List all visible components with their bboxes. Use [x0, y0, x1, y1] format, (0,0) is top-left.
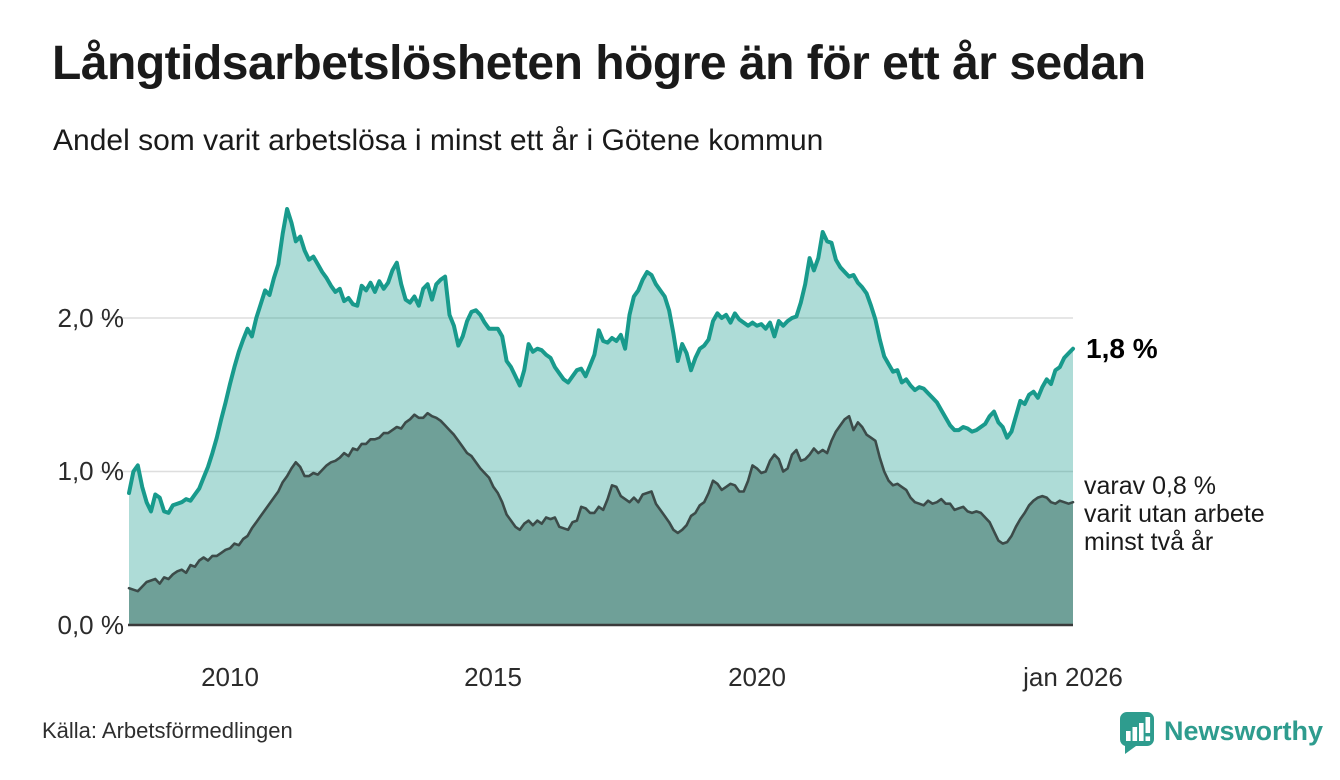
- end-value-label-upper: 1,8 %: [1086, 333, 1158, 364]
- x-axis-tick-2010: 2010: [201, 662, 259, 692]
- area-unemployed-two-years: [129, 413, 1073, 625]
- newsworthy-logo: Newsworthy: [1119, 711, 1323, 755]
- end-value-label-lower-line1: varav 0,8 %: [1084, 472, 1217, 500]
- end-value-label-lower-line2: varit utan arbete: [1084, 500, 1265, 528]
- newsworthy-logo-text: Newsworthy: [1164, 716, 1324, 746]
- line-unemployed-two-years: [127, 411, 1075, 593]
- y-axis-tick-1: 1,0 %: [57, 456, 125, 486]
- source-note: Källa: Arbetsförmedlingen: [42, 718, 293, 743]
- page-title: Långtidsarbetslösheten högre än för ett …: [52, 37, 1146, 90]
- chart-subtitle: Andel som varit arbetslösa i minst ett å…: [53, 124, 824, 157]
- line-unemployed-one-year: [127, 207, 1075, 515]
- x-axis-tick-2015: 2015: [464, 662, 522, 692]
- newsworthy-logo-icon: [1119, 711, 1155, 760]
- x-axis-tick-2020: 2020: [728, 662, 786, 692]
- end-value-label-lower-line3: minst två år: [1084, 528, 1214, 556]
- x-axis-tick-jan-2026: jan 2026: [1023, 662, 1123, 692]
- y-axis-tick-0: 0,0 %: [57, 610, 125, 640]
- y-axis-tick-2: 2,0 %: [57, 303, 125, 333]
- end-value-label-lower: varav 0,8 % varit utan arbete minst två …: [1084, 472, 1265, 556]
